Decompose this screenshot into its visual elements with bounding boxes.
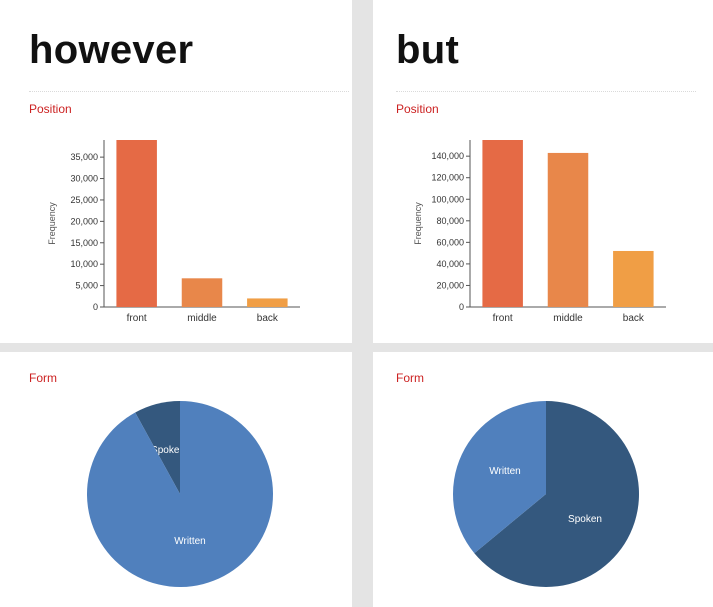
form-chart-right: Spoken Written <box>452 401 639 587</box>
position-chart-left: 0 5,000 10,000 15,000 20,000 25,000 30,000 35,0… <box>47 140 300 324</box>
form-label-left: Form <box>29 371 57 385</box>
y-tick-label: 100,000 <box>431 194 464 204</box>
y-tick-label: 30,000 <box>70 174 98 184</box>
pie-slice <box>135 401 180 494</box>
y-tick-label: 35,000 <box>70 152 98 162</box>
word-heading-right: but <box>396 28 460 72</box>
form-chart-left: Spoken Written <box>87 401 273 587</box>
y-tick-label: 80,000 <box>436 216 464 226</box>
x-tick-label: front <box>127 313 147 324</box>
y-axis-label: Frequency <box>413 202 423 245</box>
y-tick-label: 5,000 <box>75 281 98 291</box>
header-divider-right <box>396 91 696 92</box>
pie-label: Written <box>174 536 206 547</box>
pie-label: Spoken <box>151 445 185 456</box>
x-tick-label: middle <box>187 313 217 324</box>
vertical-divider <box>352 0 373 607</box>
x-tick-label: back <box>623 313 645 324</box>
position-chart-right: 0 20,000 40,000 60,000 80,000 100,000 120,000 1… <box>413 140 666 324</box>
x-tick-label: middle <box>553 313 583 324</box>
pie-label: Written <box>489 466 521 477</box>
horizontal-divider-left <box>0 343 352 352</box>
y-tick-label: 0 <box>93 302 98 312</box>
pie-label: Spoken <box>568 514 602 525</box>
y-tick-label: 60,000 <box>436 237 464 247</box>
horizontal-divider-right <box>373 343 713 352</box>
pie-slice <box>87 401 273 587</box>
bar <box>482 140 523 307</box>
position-label-right: Position <box>396 102 439 116</box>
y-tick-label: 15,000 <box>70 238 98 248</box>
y-tick-label: 140,000 <box>431 151 464 161</box>
y-tick-label: 120,000 <box>431 173 464 183</box>
form-label-right: Form <box>396 371 424 385</box>
y-tick-label: 40,000 <box>436 259 464 269</box>
y-tick-label: 25,000 <box>70 195 98 205</box>
y-tick-label: 20,000 <box>436 280 464 290</box>
bar <box>547 152 589 307</box>
bar <box>613 250 654 307</box>
x-tick-label: front <box>493 313 513 324</box>
word-heading-left: however <box>29 28 194 72</box>
pie-slice <box>452 401 546 554</box>
y-tick-label: 10,000 <box>70 259 98 269</box>
bar <box>116 140 157 307</box>
y-axis-label: Frequency <box>47 202 57 245</box>
bar <box>247 298 288 307</box>
x-tick-label: back <box>257 313 279 324</box>
position-label-left: Position <box>29 102 72 116</box>
bar <box>181 278 223 307</box>
header-divider-left <box>29 91 349 92</box>
pie-slice <box>474 401 639 587</box>
y-tick-label: 20,000 <box>70 216 98 226</box>
y-tick-label: 0 <box>459 302 464 312</box>
